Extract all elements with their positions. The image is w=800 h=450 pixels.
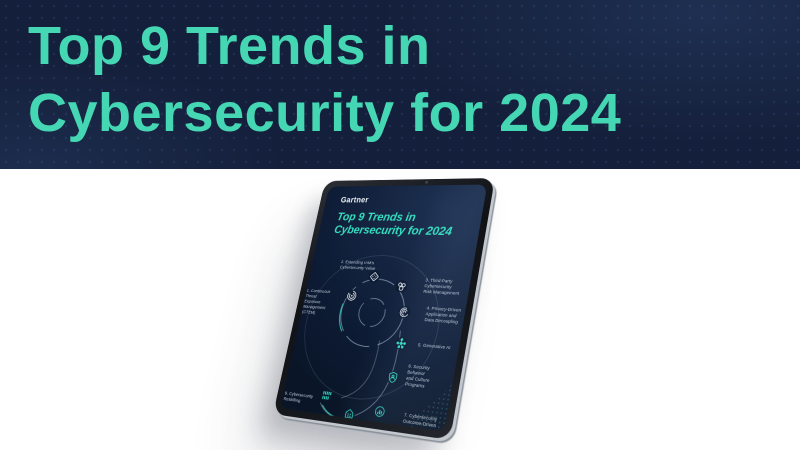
infographic-title-line1: Top 9 Trends in (335, 210, 417, 224)
front-camera-dot (425, 181, 429, 184)
infographic-title-line2: Cybersecurity for 2024 (333, 222, 454, 238)
neural-network-icon (394, 336, 409, 351)
banner-title-line1: Top 9 Trends in (28, 16, 431, 76)
fingerprint-icon (397, 305, 412, 319)
tablet-screen: Gartner Top 9 Trends in Cybersecurity for… (279, 184, 488, 432)
shield-person-icon (385, 370, 400, 385)
trend-label-4: 4. Privacy-Driven Application and Data D… (424, 305, 462, 325)
trend-label-8 (335, 427, 361, 431)
trend-label-1: 1. Continuous Threat Exposure Management… (301, 288, 331, 315)
tablet-device: Gartner Top 9 Trends in Cybersecurity for… (272, 178, 496, 441)
trend-label-2: 2. Extending IAM's Cybersecurity Value (339, 259, 376, 271)
gartner-logo: Gartner (339, 195, 370, 205)
diamond-identity-icon (367, 270, 382, 283)
banner: Top 9 Trends in Cybersecurity for 2024 (0, 0, 800, 169)
trend-label-3: 3. Third-Party Cybersecurity Risk Manage… (422, 277, 460, 296)
infographic-title: Top 9 Trends in Cybersecurity for 2024 (333, 210, 456, 238)
gauge-chart-icon (372, 404, 387, 419)
trend-label-6: 6. Security Behavior and Culture Program… (404, 363, 431, 389)
banner-title: Top 9 Trends in Cybersecurity for 2024 (0, 0, 800, 147)
linked-circles-icon (394, 280, 409, 293)
banner-title-line2: Cybersecurity for 2024 (28, 83, 622, 143)
